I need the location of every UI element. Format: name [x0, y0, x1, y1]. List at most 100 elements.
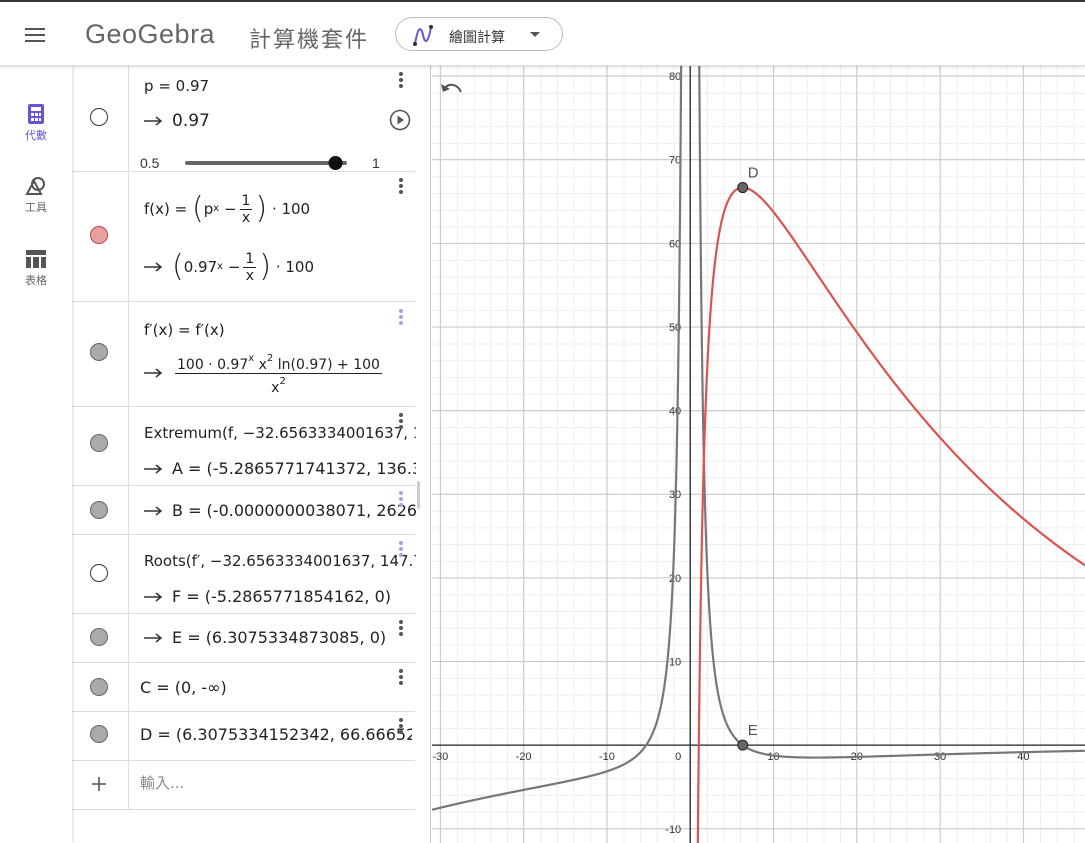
token: 100 · 0.97 — [177, 356, 249, 373]
table-tab[interactable]: 表格 — [0, 249, 72, 288]
y-tick-label: 20 — [669, 573, 681, 585]
definition: Extremum(f, −32.6563334001637, 147 — [144, 424, 416, 442]
brand-logo[interactable]: GeoGebra — [85, 19, 216, 49]
output-value: 0.97 — [172, 111, 210, 131]
visibility-toggle[interactable] — [90, 108, 108, 126]
output-arrow — [144, 506, 162, 516]
calculator-icon — [28, 104, 44, 124]
app-picker[interactable]: 繪圖計算 — [395, 17, 563, 51]
visibility-toggle[interactable] — [90, 628, 108, 646]
output-text: E = (6.3075334873085, 0) — [172, 628, 387, 647]
y-tick-label: -10 — [665, 824, 681, 836]
token: ) — [255, 191, 268, 226]
input-row[interactable]: 輸入... — [72, 760, 415, 810]
definition: f(x) = (p x −1 x) · 100 — [144, 189, 416, 229]
row-marker — [72, 760, 129, 809]
side-rail: 代數 工具 表格 — [0, 66, 72, 843]
row-menu[interactable] — [394, 71, 408, 89]
row-marker — [72, 66, 129, 171]
visibility-toggle[interactable] — [90, 501, 108, 519]
visibility-toggle[interactable] — [90, 725, 108, 743]
slider-max: 1 — [372, 155, 380, 171]
slider[interactable] — [182, 154, 352, 172]
output-text: B = (-0.0000000038071, 262668 — [172, 501, 416, 520]
curve-f — [696, 186, 1085, 843]
point — [737, 739, 749, 751]
row-menu[interactable] — [394, 717, 408, 735]
row-marker — [72, 613, 129, 662]
visibility-toggle[interactable] — [90, 678, 108, 696]
definition: Roots(f′, −32.6563334001637, 147.707 — [144, 552, 416, 570]
token: p — [203, 200, 214, 218]
token: ln(0.97) + 100 — [277, 356, 380, 373]
undo-button[interactable] — [440, 80, 464, 98]
token: 2 — [279, 375, 286, 387]
algebra-tab[interactable]: 代數 — [0, 104, 72, 143]
row-marker — [72, 485, 129, 534]
token: 0.97 — [183, 258, 218, 276]
var-value: 0.97 — [175, 77, 210, 95]
definition: D = (6.3075334152342, 66.6665221 — [140, 725, 412, 744]
output: (0.97 x −1 x) · 100 — [144, 247, 416, 287]
algebra-view: p = 0.97 0.97 0.5 1 f(x) = (p x −1 x) · 10… — [72, 66, 431, 843]
token: · 100 — [275, 258, 314, 276]
token: x — [245, 267, 255, 284]
definition: C = (0, -∞) — [140, 678, 227, 697]
x-tick-label: -20 — [516, 751, 532, 763]
visibility-toggle[interactable] — [90, 343, 108, 361]
numerator: 100 · 0.97x x2 ln(0.97) + 100 — [175, 353, 382, 374]
algebra-row: Roots(f′, −32.6563334001637, 147.707 F =… — [72, 534, 416, 614]
graphics-view: -30 -20 -10 0 10 20 30 40 -10 10 20 30 40 50 60 70 80 D E — [432, 66, 1085, 843]
row-menu[interactable] — [394, 668, 408, 686]
token: x — [217, 261, 224, 272]
algebra-row: B = (-0.0000000038071, 262668 — [72, 485, 416, 535]
point-label: E — [748, 722, 758, 739]
denominator: x2 — [271, 374, 286, 394]
row-menu[interactable] — [394, 619, 408, 637]
x-tick-label: -30 — [432, 751, 448, 763]
token: x — [241, 209, 251, 226]
row-menu[interactable] — [394, 490, 408, 508]
x-tick-label: 0 — [675, 751, 681, 763]
y-tick-label: 40 — [669, 406, 681, 418]
tools-tab[interactable]: 工具 — [0, 176, 72, 215]
token: − — [227, 258, 241, 276]
visibility-toggle[interactable] — [90, 434, 108, 452]
tab-label: 工具 — [25, 202, 47, 214]
output-arrow — [144, 116, 162, 126]
x-tick-label: 30 — [934, 751, 946, 763]
slider-min: 0.5 — [140, 155, 160, 171]
row-menu[interactable] — [394, 177, 408, 195]
row-menu[interactable] — [394, 308, 408, 326]
dropdown-caret — [530, 32, 540, 37]
token: x — [258, 356, 267, 373]
input-placeholder[interactable]: 輸入... — [140, 774, 185, 792]
token: − — [223, 200, 237, 218]
app-name: 繪圖計算 — [449, 29, 505, 45]
row-menu[interactable] — [394, 540, 408, 558]
equals: = — [158, 77, 171, 95]
menu-button[interactable] — [25, 26, 47, 44]
var-name: p — [144, 77, 154, 95]
scrollbar[interactable] — [417, 481, 420, 509]
output: B = (-0.0000000038071, 262668 — [144, 501, 416, 521]
token: · 100 — [271, 200, 311, 218]
row-marker — [72, 534, 129, 613]
top-bar: GeoGebra 計算機套件 繪圖計算 — [0, 0, 1085, 66]
point — [737, 182, 749, 194]
play-button[interactable] — [389, 109, 411, 131]
curve-derivative — [432, 66, 1085, 811]
output-text: A = (-5.2865771741372, 136.38 — [172, 459, 416, 478]
token: f(x) = — [144, 200, 188, 218]
output-arrow — [144, 633, 162, 643]
y-tick-label: 60 — [669, 238, 681, 250]
visibility-toggle[interactable] — [90, 226, 108, 244]
token: ( — [172, 249, 184, 284]
output-arrow — [144, 368, 162, 378]
token: x — [213, 203, 220, 214]
tab-label: 代數 — [25, 130, 47, 142]
row-menu[interactable] — [394, 412, 408, 430]
add-icon[interactable] — [92, 777, 106, 791]
visibility-toggle[interactable] — [90, 564, 108, 582]
